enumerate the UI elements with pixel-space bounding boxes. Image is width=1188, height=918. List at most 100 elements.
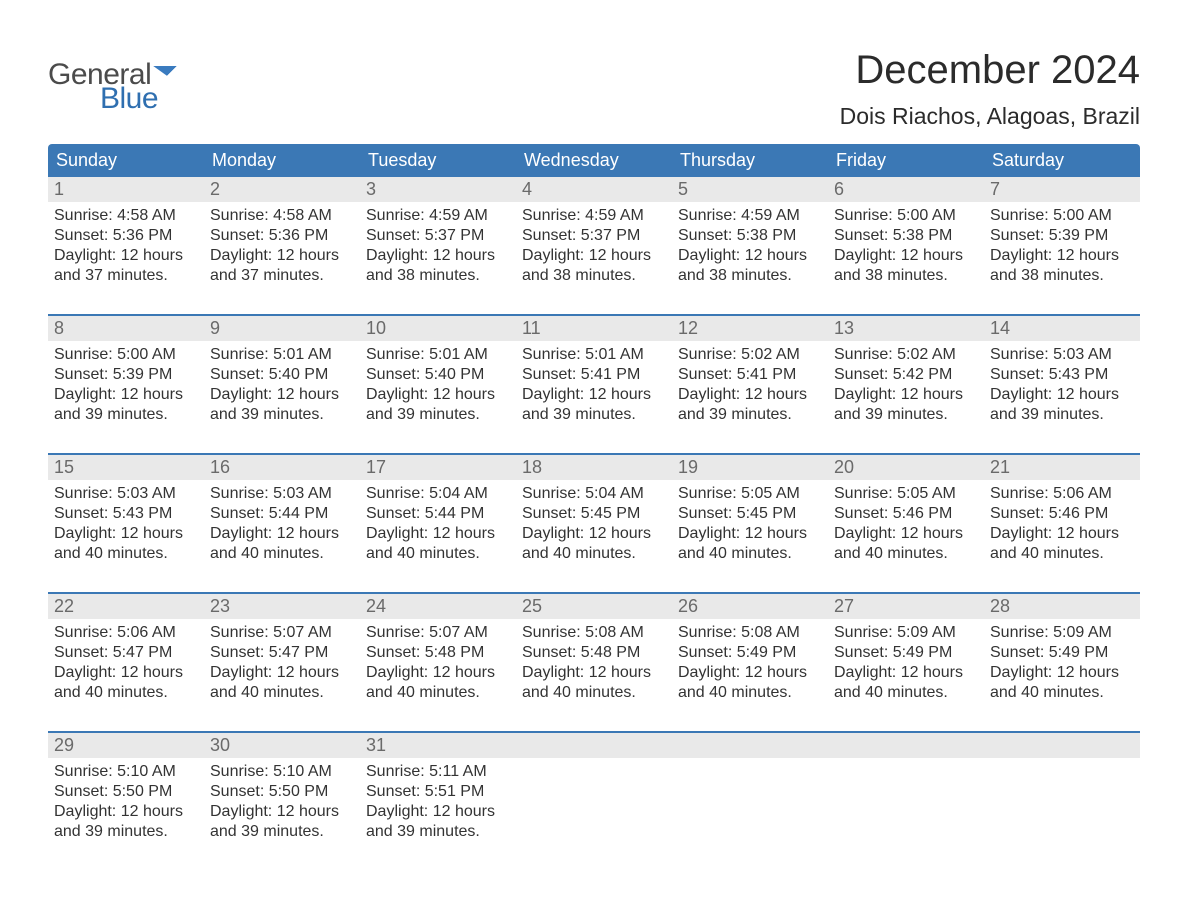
sunset-text: Sunset: 5:49 PM [834, 643, 978, 663]
sunset-text: Sunset: 5:40 PM [210, 365, 354, 385]
sunset-text: Sunset: 5:49 PM [678, 643, 822, 663]
daylight-text: and 40 minutes. [678, 544, 822, 564]
weekday-header: Friday [828, 144, 984, 177]
daylight-text: and 40 minutes. [210, 544, 354, 564]
sunset-text: Sunset: 5:47 PM [54, 643, 198, 663]
calendar: SundayMondayTuesdayWednesdayThursdayFrid… [48, 144, 1140, 860]
daylight-text: Daylight: 12 hours [990, 524, 1134, 544]
day-number: 16 [204, 455, 360, 480]
sunset-text: Sunset: 5:43 PM [54, 504, 198, 524]
daylight-text: and 38 minutes. [678, 266, 822, 286]
day-number [672, 733, 828, 758]
day-cell: Sunrise: 5:08 AMSunset: 5:48 PMDaylight:… [516, 619, 672, 721]
sunrise-text: Sunrise: 5:10 AM [210, 762, 354, 782]
day-number: 3 [360, 177, 516, 202]
daylight-text: and 40 minutes. [54, 683, 198, 703]
sunrise-text: Sunrise: 5:00 AM [54, 345, 198, 365]
daylight-text: Daylight: 12 hours [834, 385, 978, 405]
daylight-text: Daylight: 12 hours [522, 246, 666, 266]
day-cell: Sunrise: 5:04 AMSunset: 5:44 PMDaylight:… [360, 480, 516, 582]
sunrise-text: Sunrise: 4:59 AM [522, 206, 666, 226]
daylight-text: and 40 minutes. [990, 683, 1134, 703]
daylight-text: Daylight: 12 hours [678, 663, 822, 683]
day-content-row: Sunrise: 5:10 AMSunset: 5:50 PMDaylight:… [48, 758, 1140, 860]
day-number: 22 [48, 594, 204, 619]
daylight-text: Daylight: 12 hours [54, 524, 198, 544]
daylight-text: Daylight: 12 hours [522, 524, 666, 544]
day-cell: Sunrise: 5:02 AMSunset: 5:41 PMDaylight:… [672, 341, 828, 443]
day-cell: Sunrise: 5:10 AMSunset: 5:50 PMDaylight:… [48, 758, 204, 860]
day-cell: Sunrise: 5:07 AMSunset: 5:48 PMDaylight:… [360, 619, 516, 721]
day-cell [672, 758, 828, 860]
day-content-row: Sunrise: 5:03 AMSunset: 5:43 PMDaylight:… [48, 480, 1140, 582]
day-number: 12 [672, 316, 828, 341]
day-number [516, 733, 672, 758]
sunrise-text: Sunrise: 5:00 AM [990, 206, 1134, 226]
daylight-text: and 38 minutes. [366, 266, 510, 286]
weekday-header: Wednesday [516, 144, 672, 177]
sunset-text: Sunset: 5:47 PM [210, 643, 354, 663]
daylight-text: Daylight: 12 hours [210, 802, 354, 822]
daylight-text: and 40 minutes. [678, 683, 822, 703]
week: 891011121314Sunrise: 5:00 AMSunset: 5:39… [48, 314, 1140, 443]
day-number: 28 [984, 594, 1140, 619]
day-number: 13 [828, 316, 984, 341]
day-cell: Sunrise: 5:01 AMSunset: 5:40 PMDaylight:… [360, 341, 516, 443]
daylight-text: Daylight: 12 hours [210, 385, 354, 405]
sunset-text: Sunset: 5:44 PM [210, 504, 354, 524]
daylight-text: and 40 minutes. [834, 683, 978, 703]
day-cell: Sunrise: 5:03 AMSunset: 5:43 PMDaylight:… [984, 341, 1140, 443]
day-content-row: Sunrise: 5:00 AMSunset: 5:39 PMDaylight:… [48, 341, 1140, 443]
sunrise-text: Sunrise: 4:59 AM [678, 206, 822, 226]
daylight-text: Daylight: 12 hours [210, 663, 354, 683]
daylight-text: Daylight: 12 hours [834, 524, 978, 544]
day-number: 18 [516, 455, 672, 480]
sunrise-text: Sunrise: 5:04 AM [366, 484, 510, 504]
weekday-header: Monday [204, 144, 360, 177]
sunrise-text: Sunrise: 5:05 AM [678, 484, 822, 504]
sunrise-text: Sunrise: 5:04 AM [522, 484, 666, 504]
daylight-text: Daylight: 12 hours [990, 385, 1134, 405]
daylight-text: Daylight: 12 hours [366, 385, 510, 405]
sunset-text: Sunset: 5:41 PM [522, 365, 666, 385]
day-cell: Sunrise: 4:58 AMSunset: 5:36 PMDaylight:… [204, 202, 360, 304]
day-number: 14 [984, 316, 1140, 341]
day-cell: Sunrise: 5:11 AMSunset: 5:51 PMDaylight:… [360, 758, 516, 860]
day-number: 9 [204, 316, 360, 341]
day-cell: Sunrise: 5:04 AMSunset: 5:45 PMDaylight:… [516, 480, 672, 582]
day-number: 31 [360, 733, 516, 758]
sunrise-text: Sunrise: 5:00 AM [834, 206, 978, 226]
daylight-text: and 39 minutes. [522, 405, 666, 425]
weekday-header-row: SundayMondayTuesdayWednesdayThursdayFrid… [48, 144, 1140, 177]
day-number: 27 [828, 594, 984, 619]
sunset-text: Sunset: 5:45 PM [522, 504, 666, 524]
day-number: 26 [672, 594, 828, 619]
sunrise-text: Sunrise: 5:10 AM [54, 762, 198, 782]
sunset-text: Sunset: 5:51 PM [366, 782, 510, 802]
day-cell: Sunrise: 5:09 AMSunset: 5:49 PMDaylight:… [984, 619, 1140, 721]
day-number: 24 [360, 594, 516, 619]
weekday-header: Tuesday [360, 144, 516, 177]
sunrise-text: Sunrise: 5:03 AM [990, 345, 1134, 365]
day-number: 2 [204, 177, 360, 202]
sunrise-text: Sunrise: 5:08 AM [678, 623, 822, 643]
day-number: 23 [204, 594, 360, 619]
weekday-header: Sunday [48, 144, 204, 177]
daylight-text: Daylight: 12 hours [678, 524, 822, 544]
daylight-text: Daylight: 12 hours [990, 246, 1134, 266]
day-number: 7 [984, 177, 1140, 202]
day-cell: Sunrise: 5:10 AMSunset: 5:50 PMDaylight:… [204, 758, 360, 860]
day-cell: Sunrise: 4:58 AMSunset: 5:36 PMDaylight:… [48, 202, 204, 304]
sunrise-text: Sunrise: 5:09 AM [990, 623, 1134, 643]
day-number: 5 [672, 177, 828, 202]
sunset-text: Sunset: 5:38 PM [834, 226, 978, 246]
week: 15161718192021Sunrise: 5:03 AMSunset: 5:… [48, 453, 1140, 582]
daylight-text: and 40 minutes. [834, 544, 978, 564]
sunrise-text: Sunrise: 5:01 AM [366, 345, 510, 365]
day-cell: Sunrise: 5:06 AMSunset: 5:46 PMDaylight:… [984, 480, 1140, 582]
weeks-container: 1234567Sunrise: 4:58 AMSunset: 5:36 PMDa… [48, 177, 1140, 860]
daylight-text: and 39 minutes. [366, 822, 510, 842]
sunset-text: Sunset: 5:46 PM [990, 504, 1134, 524]
sunrise-text: Sunrise: 5:08 AM [522, 623, 666, 643]
daylight-text: and 39 minutes. [210, 822, 354, 842]
